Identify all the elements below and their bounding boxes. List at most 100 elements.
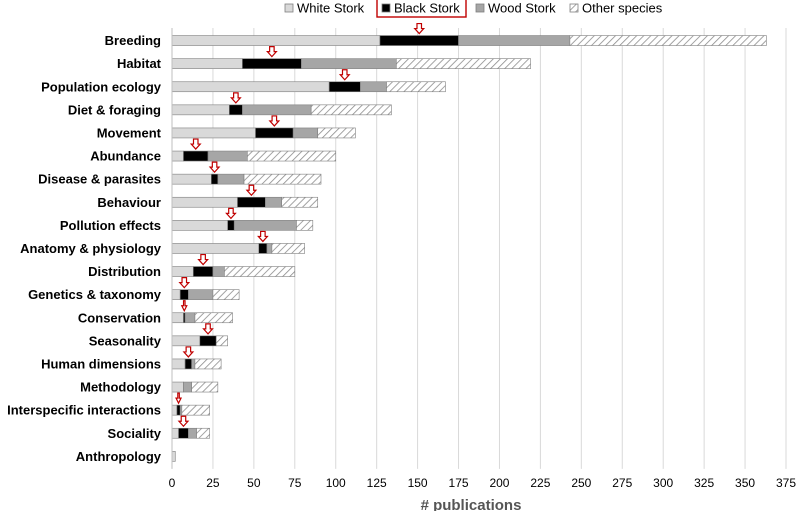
bar-wood-stork-distribution (212, 266, 225, 277)
bar-black-stork-movement (255, 127, 294, 139)
x-tick-label-50: 50 (247, 476, 261, 490)
bar-wood-stork-disease-and-parasites (217, 173, 245, 185)
x-tick-label-350: 350 (735, 476, 755, 490)
bar-black-stork-breeding (379, 35, 459, 46)
category-labels: Breeding Habitat Population ecology Diet & … (7, 33, 162, 464)
bar-black-stork-genetics-and-taxonomy (179, 289, 189, 300)
bar-other-species-breeding (569, 35, 767, 46)
bar-wood-stork-abundance (207, 150, 248, 162)
x-tick-label-200: 200 (489, 476, 509, 490)
bar-black-stork-habitat (242, 58, 302, 69)
legend-swatch-white-stork (284, 3, 294, 13)
category-label-human-dimensions: Human dimensions (41, 356, 161, 371)
grid-lines (212, 28, 787, 469)
category-label-abundance: Abundance (90, 149, 161, 164)
bar-other-species-genetics-and-taxonomy (212, 289, 240, 300)
bar-other-species-behaviour (281, 196, 319, 208)
bar-white-stork-seasonality (171, 335, 201, 347)
category-label-methodology: Methodology (80, 380, 162, 395)
arrow-marker-movement (268, 115, 281, 127)
x-tick-label-150: 150 (408, 476, 428, 490)
bars (171, 35, 767, 462)
bar-white-stork-habitat (171, 58, 243, 69)
legend-label-black-stork: Black Stork (394, 1, 460, 16)
category-label-population-ecology: Population ecology (41, 79, 162, 94)
bar-black-stork-pollution-effects (227, 220, 235, 231)
category-label-seasonality: Seasonality (89, 333, 162, 348)
arrow-marker-anatomy-and-physiology (257, 230, 269, 243)
x-tick-label-275: 275 (612, 476, 632, 490)
bar-wood-stork-human-dimensions (191, 358, 196, 370)
category-label-interspecific-interactions: Interspecific interactions (7, 403, 161, 418)
bar-black-stork-abundance (183, 150, 209, 162)
x-tick-label-25: 25 (206, 476, 220, 490)
category-label-conservation: Conservation (78, 310, 161, 325)
arrow-marker-genetics-and-taxonomy (178, 277, 191, 289)
x-axis-title: # publications (421, 497, 522, 511)
bar-wood-stork-behaviour (265, 196, 283, 208)
x-tick-label-75: 75 (288, 476, 302, 490)
x-tick-label-375: 375 (776, 476, 796, 490)
bar-white-stork-conservation (171, 312, 184, 324)
bar-black-stork-disease-and-parasites (210, 173, 219, 185)
bar-black-stork-sociality (178, 427, 189, 439)
arrow-marker-population-ecology (338, 69, 351, 81)
bar-black-stork-diet-and-foraging (229, 104, 243, 116)
x-tick-label-325: 325 (694, 476, 714, 490)
bar-white-stork-interspecific-interactions (171, 404, 178, 416)
bar-wood-stork-breeding (458, 35, 571, 46)
bar-other-species-interspecific-interactions (181, 404, 210, 416)
bar-other-species-diet-and-foraging (310, 104, 392, 116)
bar-other-species-pollution-effects (296, 220, 314, 231)
bar-other-species-anatomy-and-physiology (271, 243, 305, 254)
legend-label-wood-stork: Wood Stork (488, 1, 556, 16)
bar-wood-stork-methodology (183, 381, 192, 393)
bar-black-stork-population-ecology (328, 81, 361, 93)
bar-wood-stork-sociality (188, 427, 197, 439)
bar-other-species-sociality (196, 427, 210, 439)
legend: White Stork Black Stork Wood Stork Other sp… (284, 0, 663, 18)
bar-wood-stork-pollution-effects (233, 220, 297, 231)
arrow-marker-sociality (177, 415, 190, 428)
bar-wood-stork-diet-and-foraging (242, 104, 312, 116)
arrow-marker-interspecific-interactions (175, 392, 183, 405)
bar-black-stork-anatomy-and-physiology (258, 243, 268, 254)
x-tick-label-250: 250 (571, 476, 591, 490)
x-tick-label-300: 300 (653, 476, 673, 490)
arrow-marker-distribution (197, 253, 209, 266)
bar-white-stork-population-ecology (171, 81, 330, 93)
x-axis-ticks: 0 25 50 75 100 125 150 175 200 225 250 275 300 325 350… (169, 476, 797, 490)
bar-white-stork-abundance (171, 150, 184, 162)
arrow-marker-abundance (189, 138, 202, 150)
x-tick-label-0: 0 (169, 476, 176, 490)
bar-other-species-population-ecology (386, 81, 446, 93)
category-label-distribution: Distribution (88, 264, 161, 279)
category-label-behaviour: Behaviour (97, 195, 161, 210)
arrow-marker-conservation (180, 300, 188, 313)
category-label-anthropology: Anthropology (76, 449, 162, 464)
bar-other-species-abundance (247, 150, 337, 162)
bar-black-stork-distribution (192, 266, 214, 277)
bar-white-stork-diet-and-foraging (171, 104, 230, 116)
legend-swatch-wood-stork (475, 3, 485, 13)
category-label-genetics-and-taxonomy: Genetics & taxonomy (28, 287, 162, 302)
bar-other-species-human-dimensions (194, 358, 222, 370)
bar-other-species-methodology (191, 381, 219, 393)
arrow-marker-breeding (413, 22, 426, 35)
bar-black-stork-behaviour (237, 196, 266, 208)
category-label-pollution-effects: Pollution effects (60, 218, 161, 233)
highlight-markers (175, 22, 426, 428)
bar-white-stork-distribution (171, 266, 194, 277)
bar-black-stork-interspecific-interactions (176, 404, 181, 416)
category-label-habitat: Habitat (117, 56, 162, 71)
bar-other-species-disease-and-parasites (243, 173, 322, 185)
bar-white-stork-disease-and-parasites (171, 173, 212, 185)
bar-black-stork-human-dimensions (184, 358, 192, 370)
bar-black-stork-seasonality (199, 335, 217, 347)
x-tick-label-225: 225 (530, 476, 550, 490)
bar-wood-stork-population-ecology (359, 81, 387, 93)
arrow-marker-human-dimensions (182, 346, 195, 358)
bar-wood-stork-habitat (301, 58, 397, 69)
legend-highlight-box (376, 0, 467, 18)
